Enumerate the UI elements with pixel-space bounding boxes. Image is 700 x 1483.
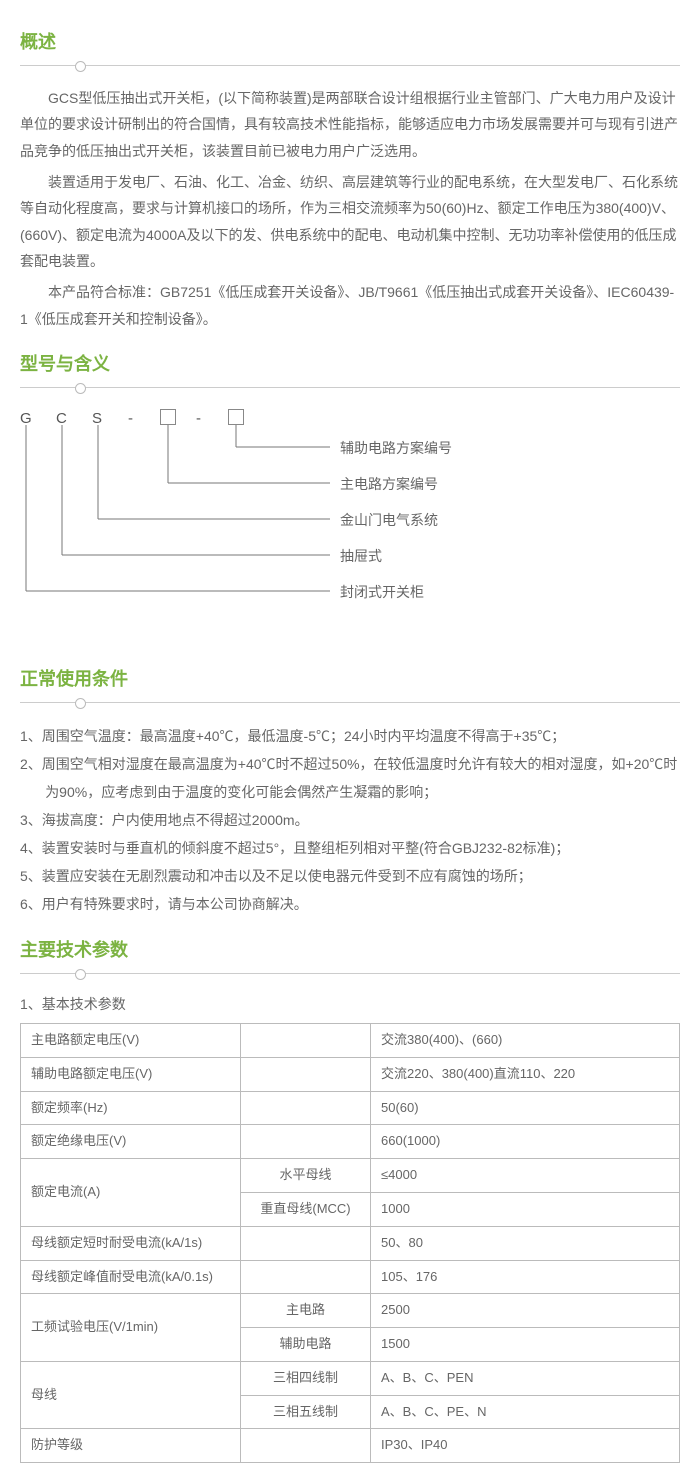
param-value-cell: 660(1000): [371, 1125, 680, 1159]
param-sub-cell: 三相五线制: [241, 1395, 371, 1429]
param-sub-cell: [241, 1429, 371, 1463]
param-name-cell: 母线额定短时耐受电流(kA/1s): [21, 1226, 241, 1260]
param-name-cell: 额定频率(Hz): [21, 1091, 241, 1125]
param-sub-cell: [241, 1023, 371, 1057]
section-divider: [20, 383, 680, 393]
conditions-list: 1、周围空气温度：最高温度+40℃，最低温度-5℃；24小时内平均温度不得高于+…: [20, 722, 680, 918]
param-value-cell: 2500: [371, 1294, 680, 1328]
param-sub-cell: 辅助电路: [241, 1328, 371, 1362]
table-row: 工频试验电压(V/1min)主电路2500: [21, 1294, 680, 1328]
model-diagram: G C S - - 辅助电路方案编号 主电路方案编号 金山门电气系统 抽屉式 封…: [20, 407, 680, 647]
param-value-cell: IP30、IP40: [371, 1429, 680, 1463]
condition-item: 2、周围空气相对湿度在最高温度为+40℃时不超过50%，在较低温度时允许有较大的…: [20, 750, 680, 806]
param-sub-cell: [241, 1057, 371, 1091]
param-name-cell: 辅助电路额定电压(V): [21, 1057, 241, 1091]
section-divider: [20, 969, 680, 979]
section-title-conditions: 正常使用条件: [20, 665, 680, 694]
param-value-cell: A、B、C、PEN: [371, 1361, 680, 1395]
param-value-cell: 50、80: [371, 1226, 680, 1260]
param-value-cell: 105、176: [371, 1260, 680, 1294]
condition-item: 1、周围空气温度：最高温度+40℃，最低温度-5℃；24小时内平均温度不得高于+…: [20, 722, 680, 750]
param-sub-cell: 重直母线(MCC): [241, 1192, 371, 1226]
param-name-cell: 防护等级: [21, 1429, 241, 1463]
section-divider: [20, 698, 680, 708]
table-row: 主电路额定电压(V) 交流380(400)、(660): [21, 1023, 680, 1057]
condition-item: 4、装置安装时与垂直机的倾斜度不超过5°，且整组柜列相对平整(符合GBJ232-…: [20, 834, 680, 862]
overview-para-1: GCS型低压抽出式开关柜，(以下简称装置)是两部联合设计组根据行业主管部门、广大…: [20, 85, 680, 165]
param-sub-cell: [241, 1260, 371, 1294]
param-sub-cell: [241, 1091, 371, 1125]
param-sub-cell: 三相四线制: [241, 1361, 371, 1395]
table-row: 额定绝缘电压(V) 660(1000): [21, 1125, 680, 1159]
condition-item: 6、用户有特殊要求时，请与本公司协商解决。: [20, 890, 680, 918]
param-value-cell: 1500: [371, 1328, 680, 1362]
table-row: 额定频率(Hz) 50(60): [21, 1091, 680, 1125]
condition-item: 5、装置应安装在无剧烈震动和冲击以及不足以使电器元件受到不应有腐蚀的场所；: [20, 862, 680, 890]
param-value-cell: 50(60): [371, 1091, 680, 1125]
section-title-overview: 概述: [20, 28, 680, 57]
model-label: 辅助电路方案编号: [340, 437, 452, 459]
table-row: 母线额定短时耐受电流(kA/1s) 50、80: [21, 1226, 680, 1260]
param-value-cell: 交流220、380(400)直流110、220: [371, 1057, 680, 1091]
params-table: 主电路额定电压(V) 交流380(400)、(660) 辅助电路额定电压(V) 交流2…: [20, 1023, 680, 1463]
param-sub-cell: 主电路: [241, 1294, 371, 1328]
param-name-cell: 工频试验电压(V/1min): [21, 1294, 241, 1362]
model-label: 抽屉式: [340, 545, 382, 567]
param-value-cell: 交流380(400)、(660): [371, 1023, 680, 1057]
model-label: 主电路方案编号: [340, 473, 438, 495]
param-name-cell: 额定电流(A): [21, 1159, 241, 1227]
param-sub-cell: [241, 1226, 371, 1260]
param-name-cell: 主电路额定电压(V): [21, 1023, 241, 1057]
model-label: 金山门电气系统: [340, 509, 438, 531]
overview-para-3: 本产品符合标准：GB7251《低压成套开关设备》、JB/T9661《低压抽出式成…: [20, 279, 680, 332]
table-row: 额定电流(A)水平母线≤4000: [21, 1159, 680, 1193]
params-subtitle: 1、基本技术参数: [20, 993, 680, 1015]
table-row: 母线三相四线制A、B、C、PEN: [21, 1361, 680, 1395]
table-row: 母线额定峰值耐受电流(kA/0.1s) 105、176: [21, 1260, 680, 1294]
condition-item: 3、海拔高度：户内使用地点不得超过2000m。: [20, 806, 680, 834]
param-value-cell: A、B、C、PE、N: [371, 1395, 680, 1429]
section-title-model: 型号与含义: [20, 350, 680, 379]
param-name-cell: 母线额定峰值耐受电流(kA/0.1s): [21, 1260, 241, 1294]
param-name-cell: 额定绝缘电压(V): [21, 1125, 241, 1159]
param-sub-cell: 水平母线: [241, 1159, 371, 1193]
model-label: 封闭式开关柜: [340, 581, 424, 603]
param-value-cell: ≤4000: [371, 1159, 680, 1193]
param-name-cell: 母线: [21, 1361, 241, 1429]
table-row: 防护等级 IP30、IP40: [21, 1429, 680, 1463]
table-row: 辅助电路额定电压(V) 交流220、380(400)直流110、220: [21, 1057, 680, 1091]
section-divider: [20, 61, 680, 71]
param-value-cell: 1000: [371, 1192, 680, 1226]
overview-para-2: 装置适用于发电厂、石油、化工、冶金、纺织、高层建筑等行业的配电系统，在大型发电厂…: [20, 169, 680, 275]
section-title-params: 主要技术参数: [20, 936, 680, 965]
params-tbody: 主电路额定电压(V) 交流380(400)、(660) 辅助电路额定电压(V) 交流2…: [21, 1023, 680, 1462]
param-sub-cell: [241, 1125, 371, 1159]
